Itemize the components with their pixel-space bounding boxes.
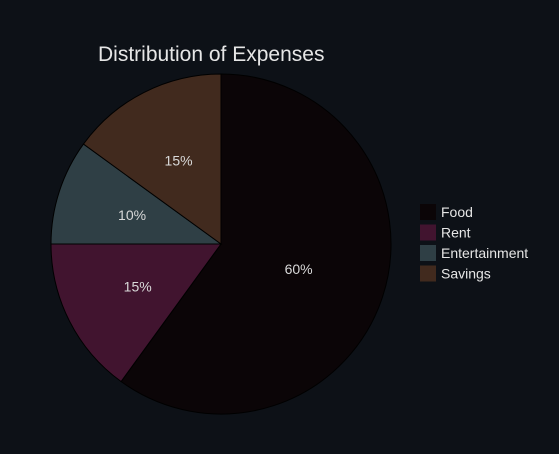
pie-slice-entertainment [50, 143, 223, 245]
chart-title: Distribution of Expenses [98, 43, 324, 66]
legend-swatch-savings [420, 265, 436, 282]
slice-label-rent: 15% [124, 278, 152, 294]
legend-label-savings: Savings [441, 266, 491, 282]
legend-label-food: Food [441, 204, 473, 220]
pie-slice-savings [82, 73, 222, 245]
legend-label-entertainment: Entertainment [441, 245, 528, 261]
legend-swatch-entertainment [420, 245, 436, 261]
pie-slice-food [120, 73, 392, 415]
legend-swatch-rent [420, 224, 436, 241]
slice-label-entertainment: 10% [118, 207, 146, 223]
legend: Food Rent Entertainment Savings [420, 204, 528, 282]
slice-label-food: 60% [285, 261, 313, 277]
pie-slice-rent [50, 243, 222, 383]
slice-label-savings: 15% [165, 153, 193, 169]
legend-swatch-food [420, 204, 436, 220]
pie-slices [50, 73, 392, 415]
pie-slice-labels: 60% 15% 10% 15% [118, 153, 313, 295]
legend-label-rent: Rent [441, 225, 471, 241]
